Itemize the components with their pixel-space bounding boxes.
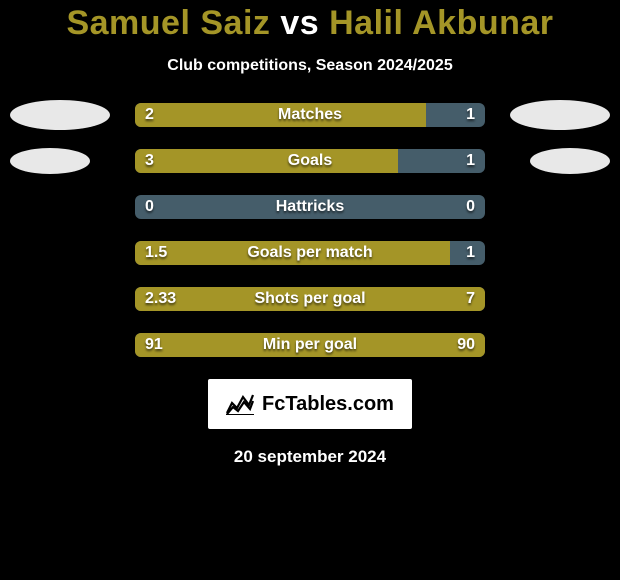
- stat-value-left: 2.33: [135, 287, 186, 311]
- stat-row: 9190Min per goal: [0, 333, 620, 357]
- stat-row: 00Hattricks: [0, 195, 620, 219]
- comparison-chart: 21Matches31Goals00Hattricks1.51Goals per…: [0, 103, 620, 357]
- bar-right-fill: [310, 149, 398, 173]
- stat-value-right: 1: [456, 241, 485, 265]
- stat-value-right: 1: [456, 149, 485, 173]
- stat-value-right: 7: [456, 287, 485, 311]
- stat-value-left: 0: [135, 195, 164, 219]
- title-player2: Halil Akbunar: [329, 4, 553, 42]
- stat-value-left: 91: [135, 333, 173, 357]
- stat-row: 2.337Shots per goal: [0, 287, 620, 311]
- stat-value-left: 1.5: [135, 241, 177, 265]
- player-photo-left: [10, 100, 110, 130]
- stat-bar: 2.337Shots per goal: [135, 287, 485, 311]
- title-player1: Samuel Saiz: [66, 4, 270, 42]
- bar-right-fill: [310, 103, 426, 127]
- player-photo-right: [530, 148, 610, 174]
- player-photo-left: [10, 148, 90, 174]
- stat-bar: 21Matches: [135, 103, 485, 127]
- source-badge: FcTables.com: [208, 379, 412, 429]
- stat-row: 1.51Goals per match: [0, 241, 620, 265]
- stat-value-right: 90: [447, 333, 485, 357]
- source-badge-text: FcTables.com: [262, 393, 394, 416]
- chart-icon: [226, 393, 254, 415]
- stat-row: 21Matches: [0, 103, 620, 127]
- subtitle: Club competitions, Season 2024/2025: [167, 57, 452, 75]
- stat-value-left: 3: [135, 149, 164, 173]
- title: Samuel Saiz vs Halil Akbunar: [66, 4, 553, 43]
- stat-row: 31Goals: [0, 149, 620, 173]
- stat-bar: 9190Min per goal: [135, 333, 485, 357]
- stat-bar: 00Hattricks: [135, 195, 485, 219]
- stat-value-right: 1: [456, 103, 485, 127]
- stat-bar: 31Goals: [135, 149, 485, 173]
- title-vs: vs: [280, 4, 319, 42]
- bar-right-fill: [310, 241, 450, 265]
- player-photo-right: [510, 100, 610, 130]
- stat-value-left: 2: [135, 103, 164, 127]
- stat-bar: 1.51Goals per match: [135, 241, 485, 265]
- date: 20 september 2024: [234, 447, 386, 467]
- stat-value-right: 0: [456, 195, 485, 219]
